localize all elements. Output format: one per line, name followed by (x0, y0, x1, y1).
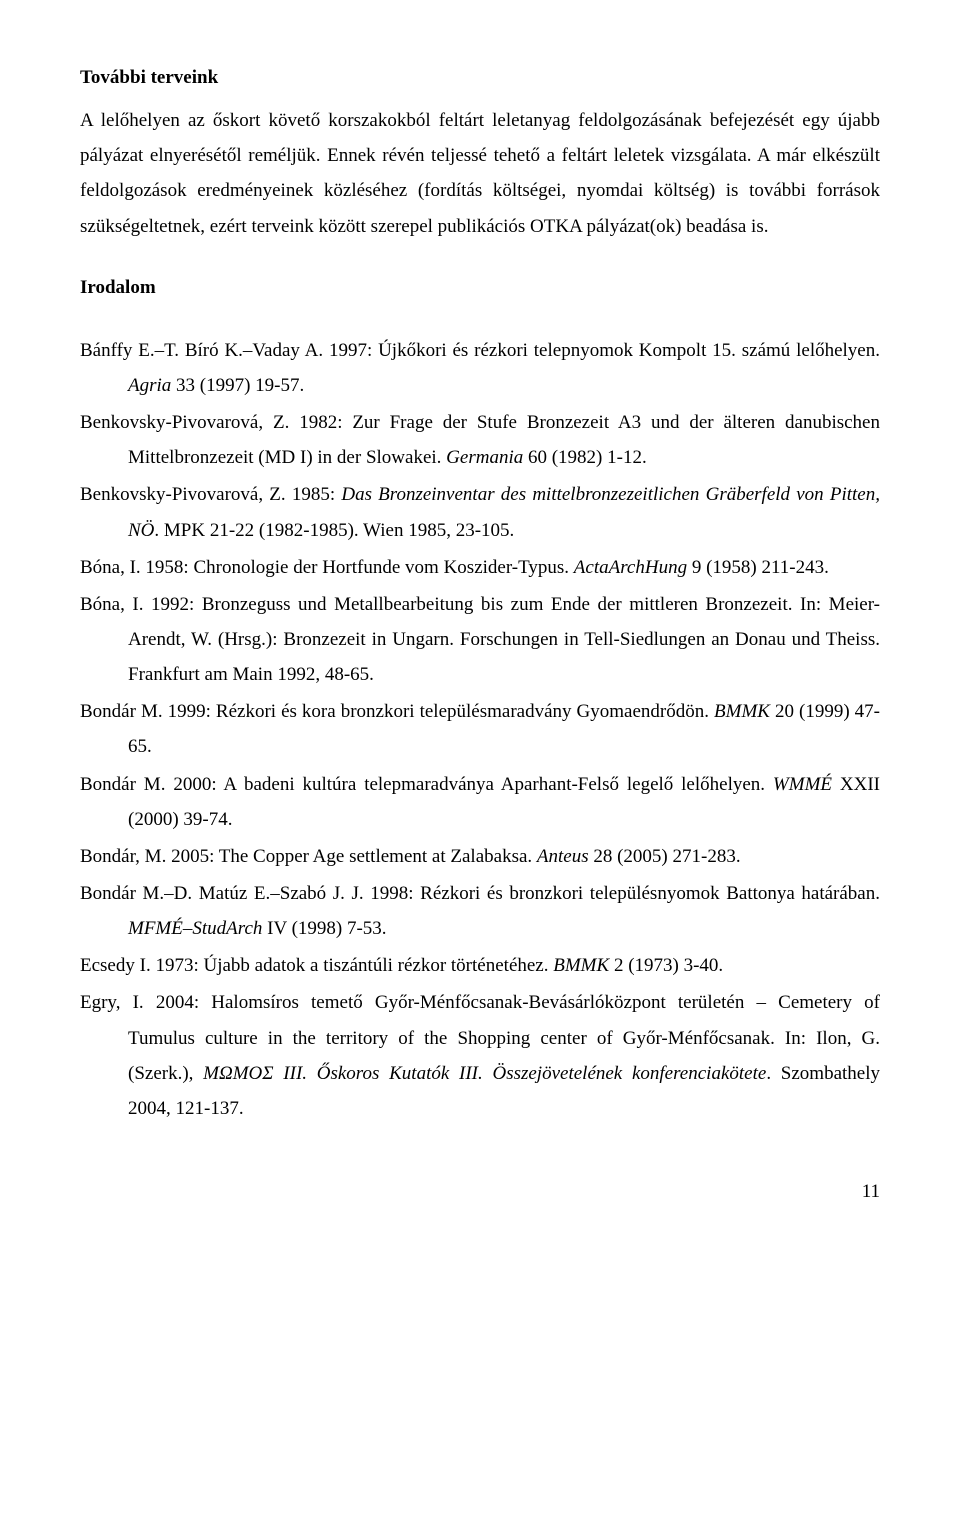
bib-entry: Bánffy E.–T. Bíró K.–Vaday A. 1997: Újkő… (80, 333, 880, 403)
bib-entry: Egry, I. 2004: Halomsíros temető Győr-Mé… (80, 985, 880, 1126)
section-heading-plans: További terveink (80, 60, 880, 95)
bib-entry: Benkovsky-Pivovarová, Z. 1985: Das Bronz… (80, 477, 880, 547)
bib-entry: Ecsedy I. 1973: Újabb adatok a tiszántúl… (80, 948, 880, 983)
bib-text: Bánffy E.–T. Bíró K.–Vaday A. 1997: Újkő… (80, 340, 880, 361)
paragraph-plans: A lelőhelyen az őskort követő korszakokb… (80, 103, 880, 244)
bib-text: Ecsedy I. 1973: Újabb adatok a tiszántúl… (80, 955, 553, 976)
bib-text: Bóna, I. 1958: Chronologie der Hortfunde… (80, 557, 574, 578)
bib-italic: MFMÉ–StudArch (128, 918, 262, 939)
bib-text: 60 (1982) 1-12. (523, 447, 646, 468)
bib-entry: Bondár, M. 2005: The Copper Age settleme… (80, 839, 880, 874)
bib-text: IV (1998) 7-53. (262, 918, 386, 939)
bib-italic: MΩMOΣ III. Őskoros Kutatók III. Összejöv… (203, 1063, 766, 1084)
bib-italic: Agria (128, 375, 171, 396)
bib-italic: Germania (446, 447, 523, 468)
bib-italic: WMMÉ (773, 774, 832, 795)
bib-text: 33 (1997) 19-57. (171, 375, 304, 396)
bib-text: 28 (2005) 271-283. (589, 846, 741, 867)
bib-text: Bóna, I. 1992: Bronzeguss und Metallbear… (80, 594, 880, 685)
bib-entry: Bondár M. 1999: Rézkori és kora bronzkor… (80, 694, 880, 764)
bib-text: Benkovsky-Pivovarová, Z. 1985: (80, 484, 341, 505)
bib-entry: Bóna, I. 1992: Bronzeguss und Metallbear… (80, 587, 880, 692)
bib-entry: Bóna, I. 1958: Chronologie der Hortfunde… (80, 550, 880, 585)
bib-entry: Benkovsky-Pivovarová, Z. 1982: Zur Frage… (80, 405, 880, 475)
bib-entry: Bondár M.–D. Matúz E.–Szabó J. J. 1998: … (80, 876, 880, 946)
bib-text: 9 (1958) 211-243. (687, 557, 829, 578)
bib-italic: ActaArchHung (574, 557, 687, 578)
bib-text: Bondár M. 2000: A badeni kultúra telepma… (80, 774, 773, 795)
bib-text: Bondár M. 1999: Rézkori és kora bronzkor… (80, 701, 714, 722)
bib-text: 2 (1973) 3-40. (609, 955, 723, 976)
bib-italic: Anteus (537, 846, 589, 867)
bib-italic: BMMK (714, 701, 770, 722)
bib-text: Bondár M.–D. Matúz E.–Szabó J. J. 1998: … (80, 883, 880, 904)
page-number: 11 (80, 1174, 880, 1209)
bib-text: . MPK 21-22 (1982-1985). Wien 1985, 23-1… (154, 520, 514, 541)
section-heading-bibliography: Irodalom (80, 270, 880, 305)
bibliography-list: Bánffy E.–T. Bíró K.–Vaday A. 1997: Újkő… (80, 333, 880, 1126)
bib-italic: BMMK (553, 955, 609, 976)
bib-text: Bondár, M. 2005: The Copper Age settleme… (80, 846, 537, 867)
bib-entry: Bondár M. 2000: A badeni kultúra telepma… (80, 767, 880, 837)
